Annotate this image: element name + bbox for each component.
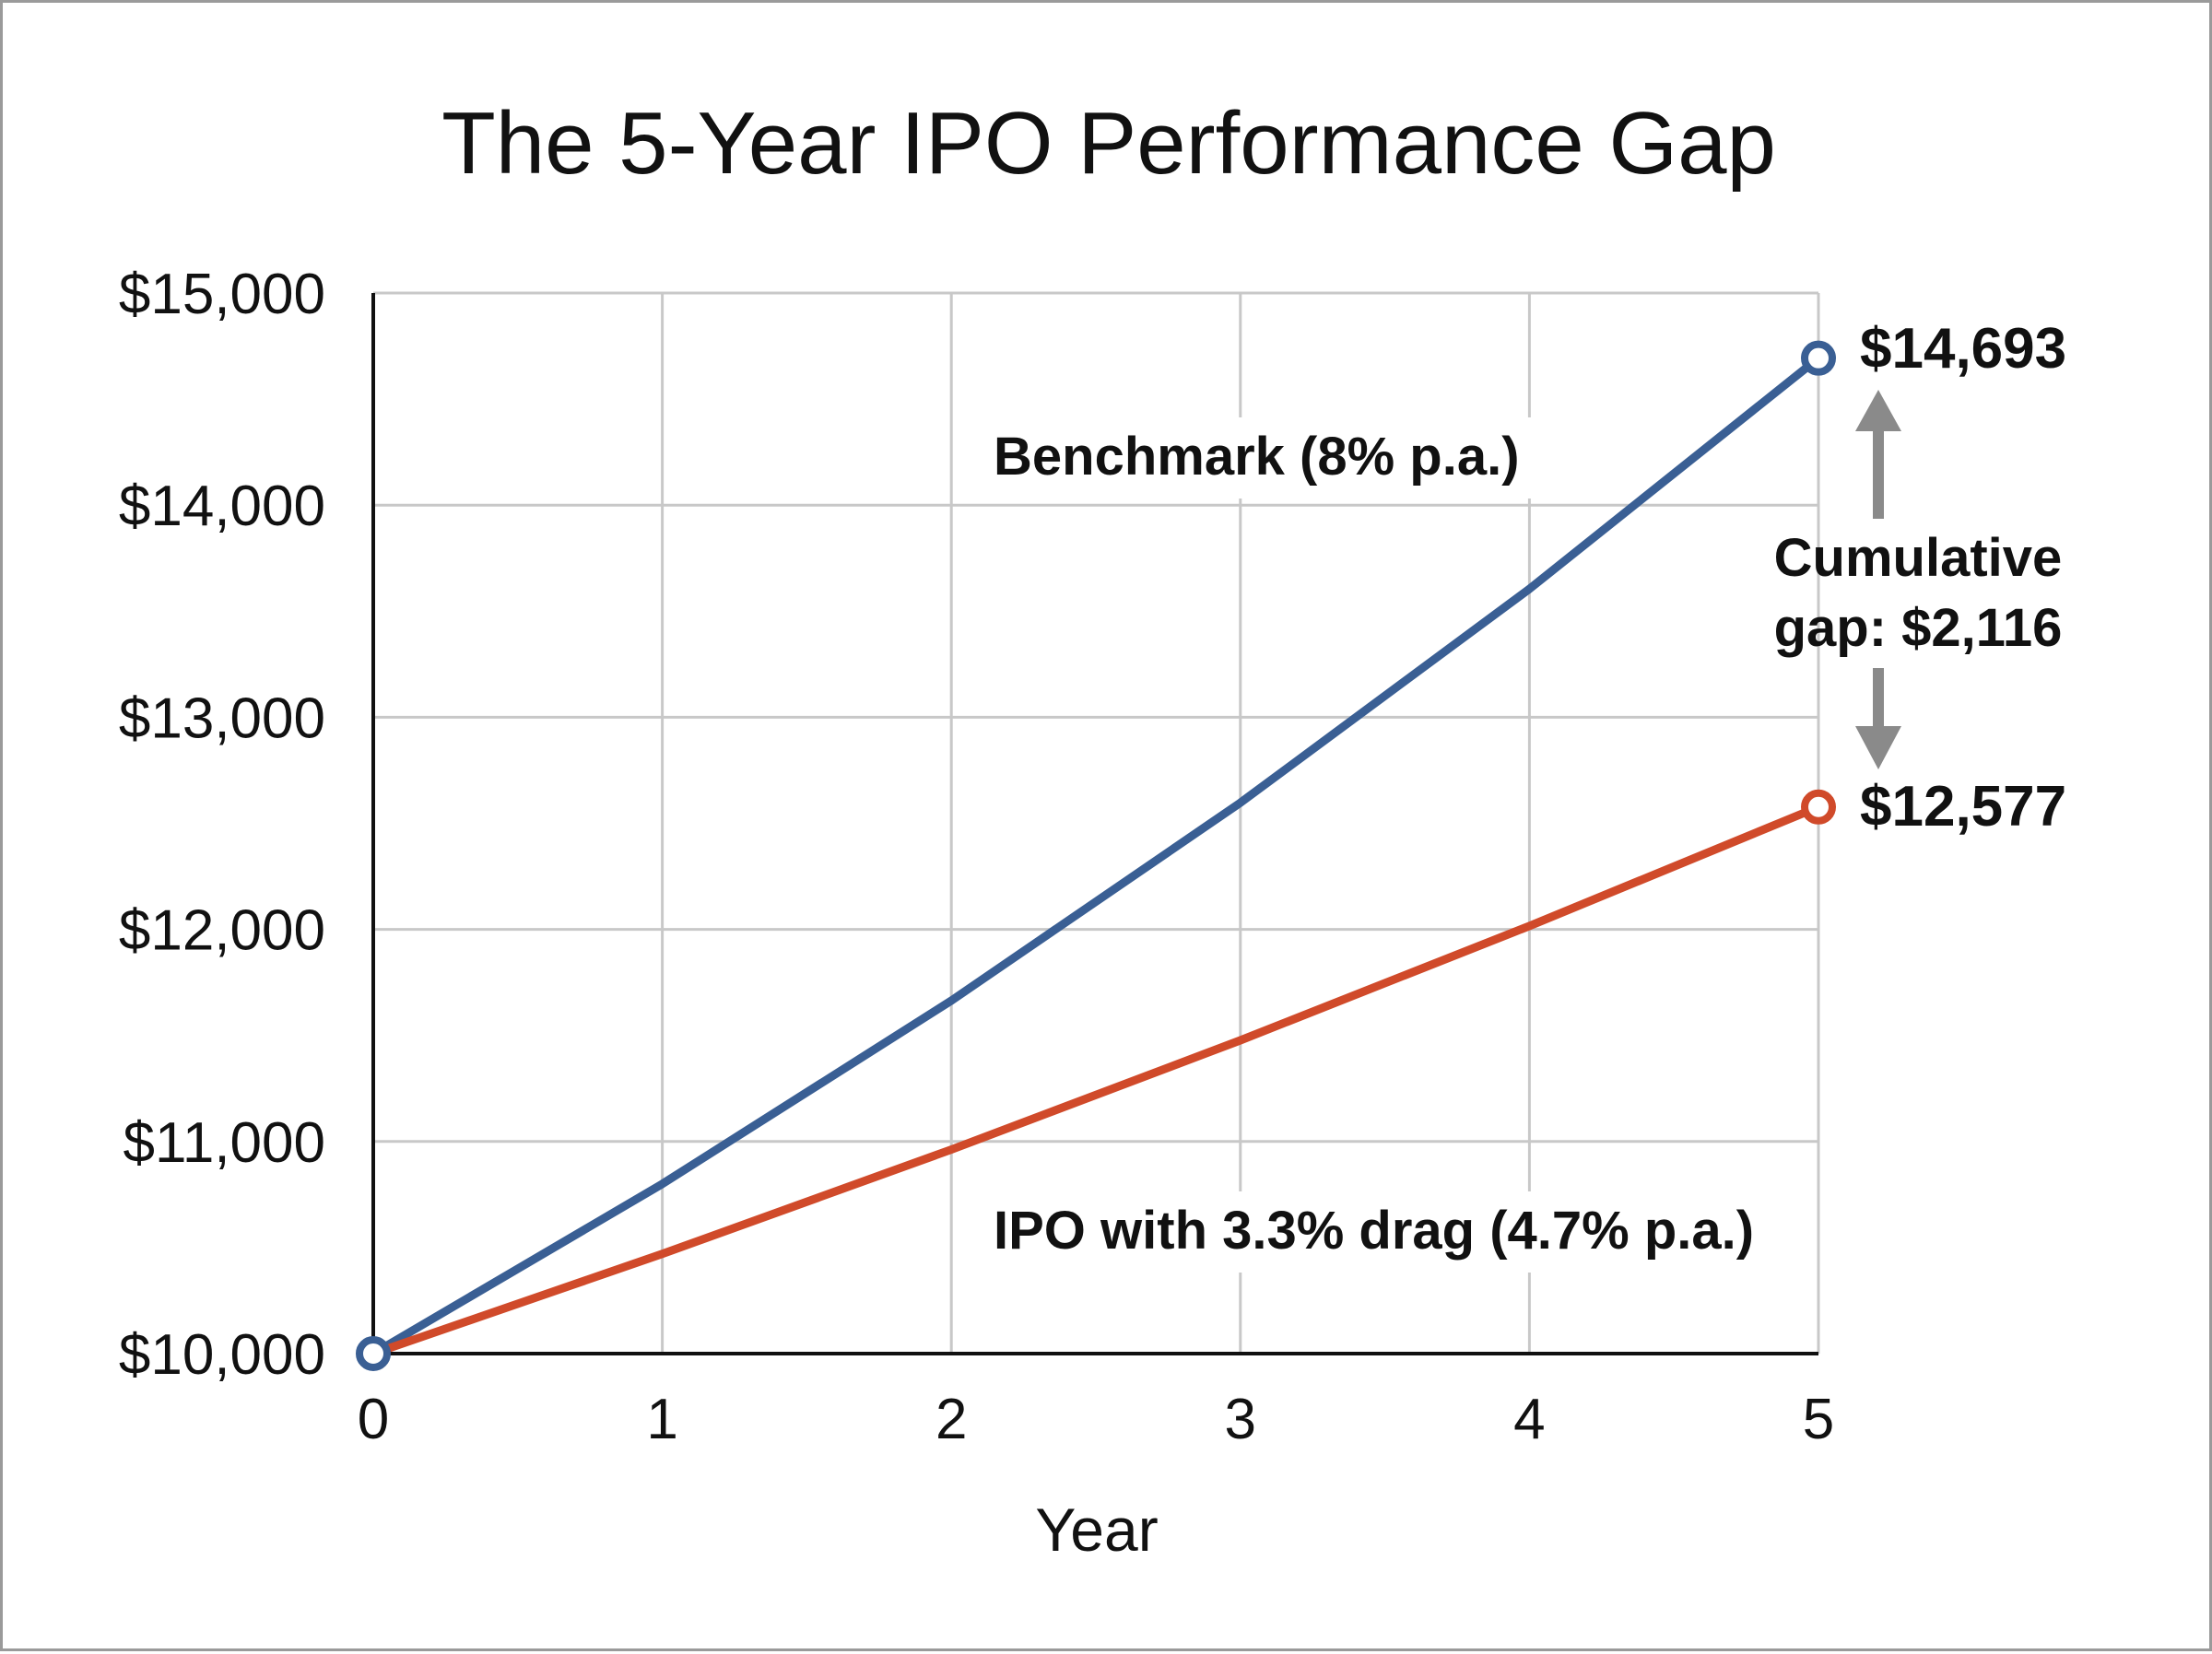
x-tick-label: 3 <box>1225 1388 1256 1451</box>
y-tick-labels: $10,000 $11,000 $12,000 $13,000 $14,000 $15,0… <box>119 263 325 1387</box>
series-end-marker-1 <box>1801 789 1836 825</box>
series-end-marker-0 <box>1801 340 1836 376</box>
gap-annotation-line1: Cumulative <box>1774 528 2063 588</box>
end-markers <box>356 340 1836 1371</box>
x-tick-label: 4 <box>1513 1388 1545 1451</box>
x-tick-label: 2 <box>935 1388 967 1451</box>
y-tick-label: $12,000 <box>119 899 325 963</box>
benchmark-series-label: Benchmark (8% p.a.) <box>994 427 1520 487</box>
grid-lines <box>373 291 1820 1354</box>
gap-annotation-line2: gap: $2,116 <box>1774 598 2063 658</box>
series-start-marker <box>356 1336 391 1371</box>
benchmark-label-bg <box>984 417 1565 499</box>
y-tick-label: $11,000 <box>123 1111 325 1175</box>
ipo-series-label-bg <box>984 1191 1814 1273</box>
benchmark-end-label: $14,693 <box>1860 317 2066 381</box>
y-tick-label: $14,000 <box>119 475 325 538</box>
x-axis-label: Year <box>1035 1496 1158 1564</box>
y-tick-label: $15,000 <box>119 263 325 326</box>
x-tick-label: 1 <box>646 1388 677 1451</box>
axes <box>371 293 1818 1355</box>
gap-arrow-up <box>1855 390 1901 519</box>
x-tick-labels: 0 1 2 3 4 5 <box>358 1388 1834 1451</box>
ipo-end-label: $12,577 <box>1860 775 2066 839</box>
gap-arrow-down <box>1855 668 1901 769</box>
x-tick-label: 5 <box>1803 1388 1834 1451</box>
chart-title: The 5-Year IPO Performance Gap <box>441 94 1776 193</box>
y-tick-label: $13,000 <box>119 686 325 750</box>
series-line-0 <box>369 354 1823 1358</box>
x-tick-label: 0 <box>358 1388 389 1451</box>
y-tick-label: $10,000 <box>119 1323 325 1387</box>
series-lines <box>369 354 1823 1358</box>
series-line-1 <box>369 803 1823 1358</box>
line-chart: The 5-Year IPO Performance Gap $10,000$1… <box>119 94 2066 1564</box>
ipo-series-label: IPO with 3.3% drag (4.7% p.a.) <box>994 1201 1754 1261</box>
